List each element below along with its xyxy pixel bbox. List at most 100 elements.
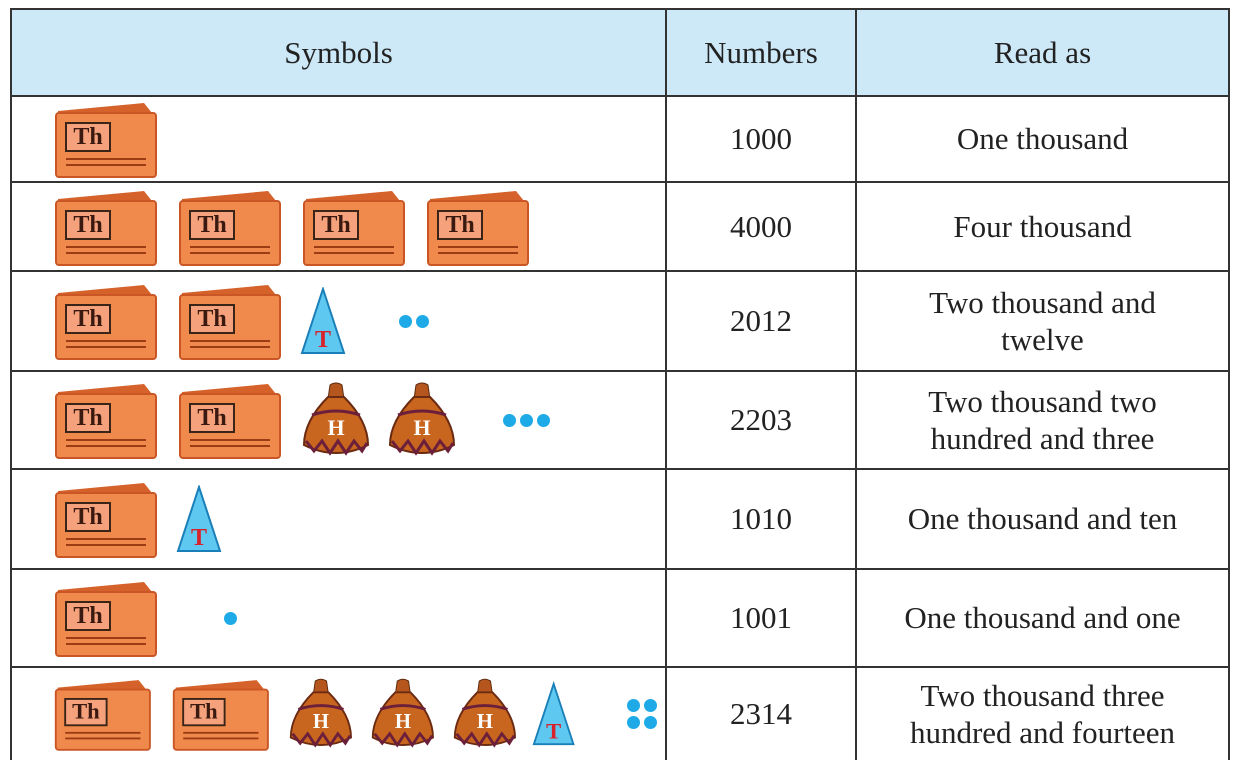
ten-icon: T	[300, 287, 346, 354]
pot-band	[390, 438, 455, 456]
symbol-label: Th	[197, 405, 226, 431]
table-row: Th 1001 One thousand and one	[10, 568, 1230, 668]
read-as-line: twelve	[1001, 322, 1084, 357]
table-body: Th 1000 One thousand Th Th Th Th 4000 Four thous…	[10, 95, 1230, 760]
pot-band	[311, 409, 361, 417]
thousand-icon: Th	[55, 483, 157, 558]
hundred-icon: H	[371, 678, 434, 748]
one-dot	[399, 314, 412, 328]
header-cell: Numbers	[665, 8, 857, 97]
pot-band	[397, 409, 447, 417]
thousand-icon: Th	[55, 285, 157, 360]
thousand-icon: Th	[303, 190, 405, 266]
read-as-cell: One thousand and one	[855, 568, 1230, 668]
number-cell: 2314	[665, 666, 857, 760]
pot-band	[291, 731, 352, 748]
symbol-label: H	[395, 711, 411, 733]
thousand-icon: Th	[55, 384, 157, 459]
symbol-group: Th Th H H	[52, 378, 665, 462]
read-as-line: Two thousand two	[928, 383, 1157, 419]
number-cell: 2012	[665, 270, 857, 372]
thousand-icon: Th	[427, 190, 529, 266]
pot-band	[304, 438, 369, 456]
ones-dots	[620, 699, 665, 729]
symbol-label: T	[191, 525, 207, 551]
symbol-group: Th	[52, 97, 665, 181]
symbol-group: Th T	[52, 477, 665, 561]
label-box	[437, 209, 483, 240]
label-box	[65, 122, 111, 152]
symbol-label: Th	[197, 306, 226, 332]
symbol-label: H	[413, 415, 430, 440]
hundred-icon: H	[453, 678, 516, 748]
ones-dots	[390, 314, 438, 328]
table-row: Th T 1010 One thousand and ten	[10, 468, 1230, 570]
number-cell: 1001	[665, 568, 857, 668]
cone	[533, 680, 576, 746]
read-as-line: One thousand and ten	[907, 501, 1178, 537]
symbol-label: Th	[72, 699, 100, 724]
label-box	[64, 697, 108, 727]
symbol-label: H	[313, 711, 329, 733]
symbol-label: T	[547, 718, 562, 743]
symbol-group: Th Th Th Th	[52, 185, 665, 269]
symbols-cell: Th Th T	[10, 270, 667, 372]
read-as-line: Four thousand	[953, 208, 1132, 244]
symbol-label: Th	[73, 306, 102, 332]
label-box	[65, 304, 111, 334]
hundred-icon: H	[289, 678, 353, 748]
thousand-icon: Th	[54, 680, 151, 751]
one-dot	[502, 413, 516, 427]
pot-band	[379, 704, 426, 711]
place-value-table: Symbols Numbers Read as Th 1000 One thousand…	[10, 8, 1230, 760]
read-as-line: hundred and fourteen	[909, 715, 1176, 750]
number-cell: 2203	[665, 370, 857, 470]
number-cell: 1010	[665, 468, 857, 570]
read-as-cell: Four thousand	[855, 181, 1230, 272]
symbol-label: Th	[73, 405, 102, 431]
symbols-cell: Th	[10, 95, 667, 183]
pot-body	[302, 396, 370, 454]
number-cell: 1000	[665, 95, 857, 183]
thousand-icon: Th	[179, 190, 281, 266]
symbol-label: Th	[73, 212, 102, 238]
read-as-line: One thousand and one	[904, 600, 1181, 636]
hundred-icon: H	[388, 382, 456, 456]
header-cell: Symbols	[10, 8, 667, 97]
symbol-label: H	[327, 415, 344, 440]
label-box	[189, 403, 235, 433]
pot-band	[461, 704, 508, 711]
label-box	[189, 304, 235, 334]
read-as-cell: One thousand	[855, 95, 1230, 183]
table-row: Th 1000 One thousand	[10, 95, 1230, 183]
thousand-icon: Th	[55, 582, 157, 657]
pot-body	[371, 691, 434, 746]
read-as-cell: Two thousand two hundred and three	[855, 370, 1230, 470]
ones-dots	[206, 611, 254, 625]
ten-icon: T	[533, 680, 576, 746]
symbol-label: Th	[197, 212, 226, 238]
symbol-label: T	[315, 327, 331, 353]
table-row: Th Th Th Th 4000 Four thousand	[10, 181, 1230, 272]
table-row: Th Th H H H T 2314 Two thousand three hundred an…	[10, 666, 1230, 760]
read-as-line: One thousand	[956, 121, 1129, 157]
symbol-label: Th	[73, 504, 102, 530]
one-dot	[627, 699, 641, 712]
one-dot	[644, 699, 658, 712]
read-as-line: Two thousand three	[920, 677, 1165, 713]
pot-body	[388, 396, 456, 454]
symbol-group: Th Th H H H T	[52, 672, 665, 756]
one-dot	[223, 611, 237, 625]
header-row: Symbols Numbers Read as	[10, 8, 1230, 97]
label-box	[65, 209, 111, 240]
thousand-icon: Th	[55, 103, 157, 178]
label-box	[181, 697, 226, 727]
pot-body	[453, 691, 516, 746]
label-box	[65, 601, 111, 631]
symbols-cell: Th	[10, 568, 667, 668]
read-as-line: hundred and three	[930, 421, 1155, 456]
symbols-cell: Th Th H H H T	[10, 666, 667, 760]
symbol-label: Th	[190, 699, 218, 724]
symbol-group: Th Th T	[52, 279, 665, 363]
